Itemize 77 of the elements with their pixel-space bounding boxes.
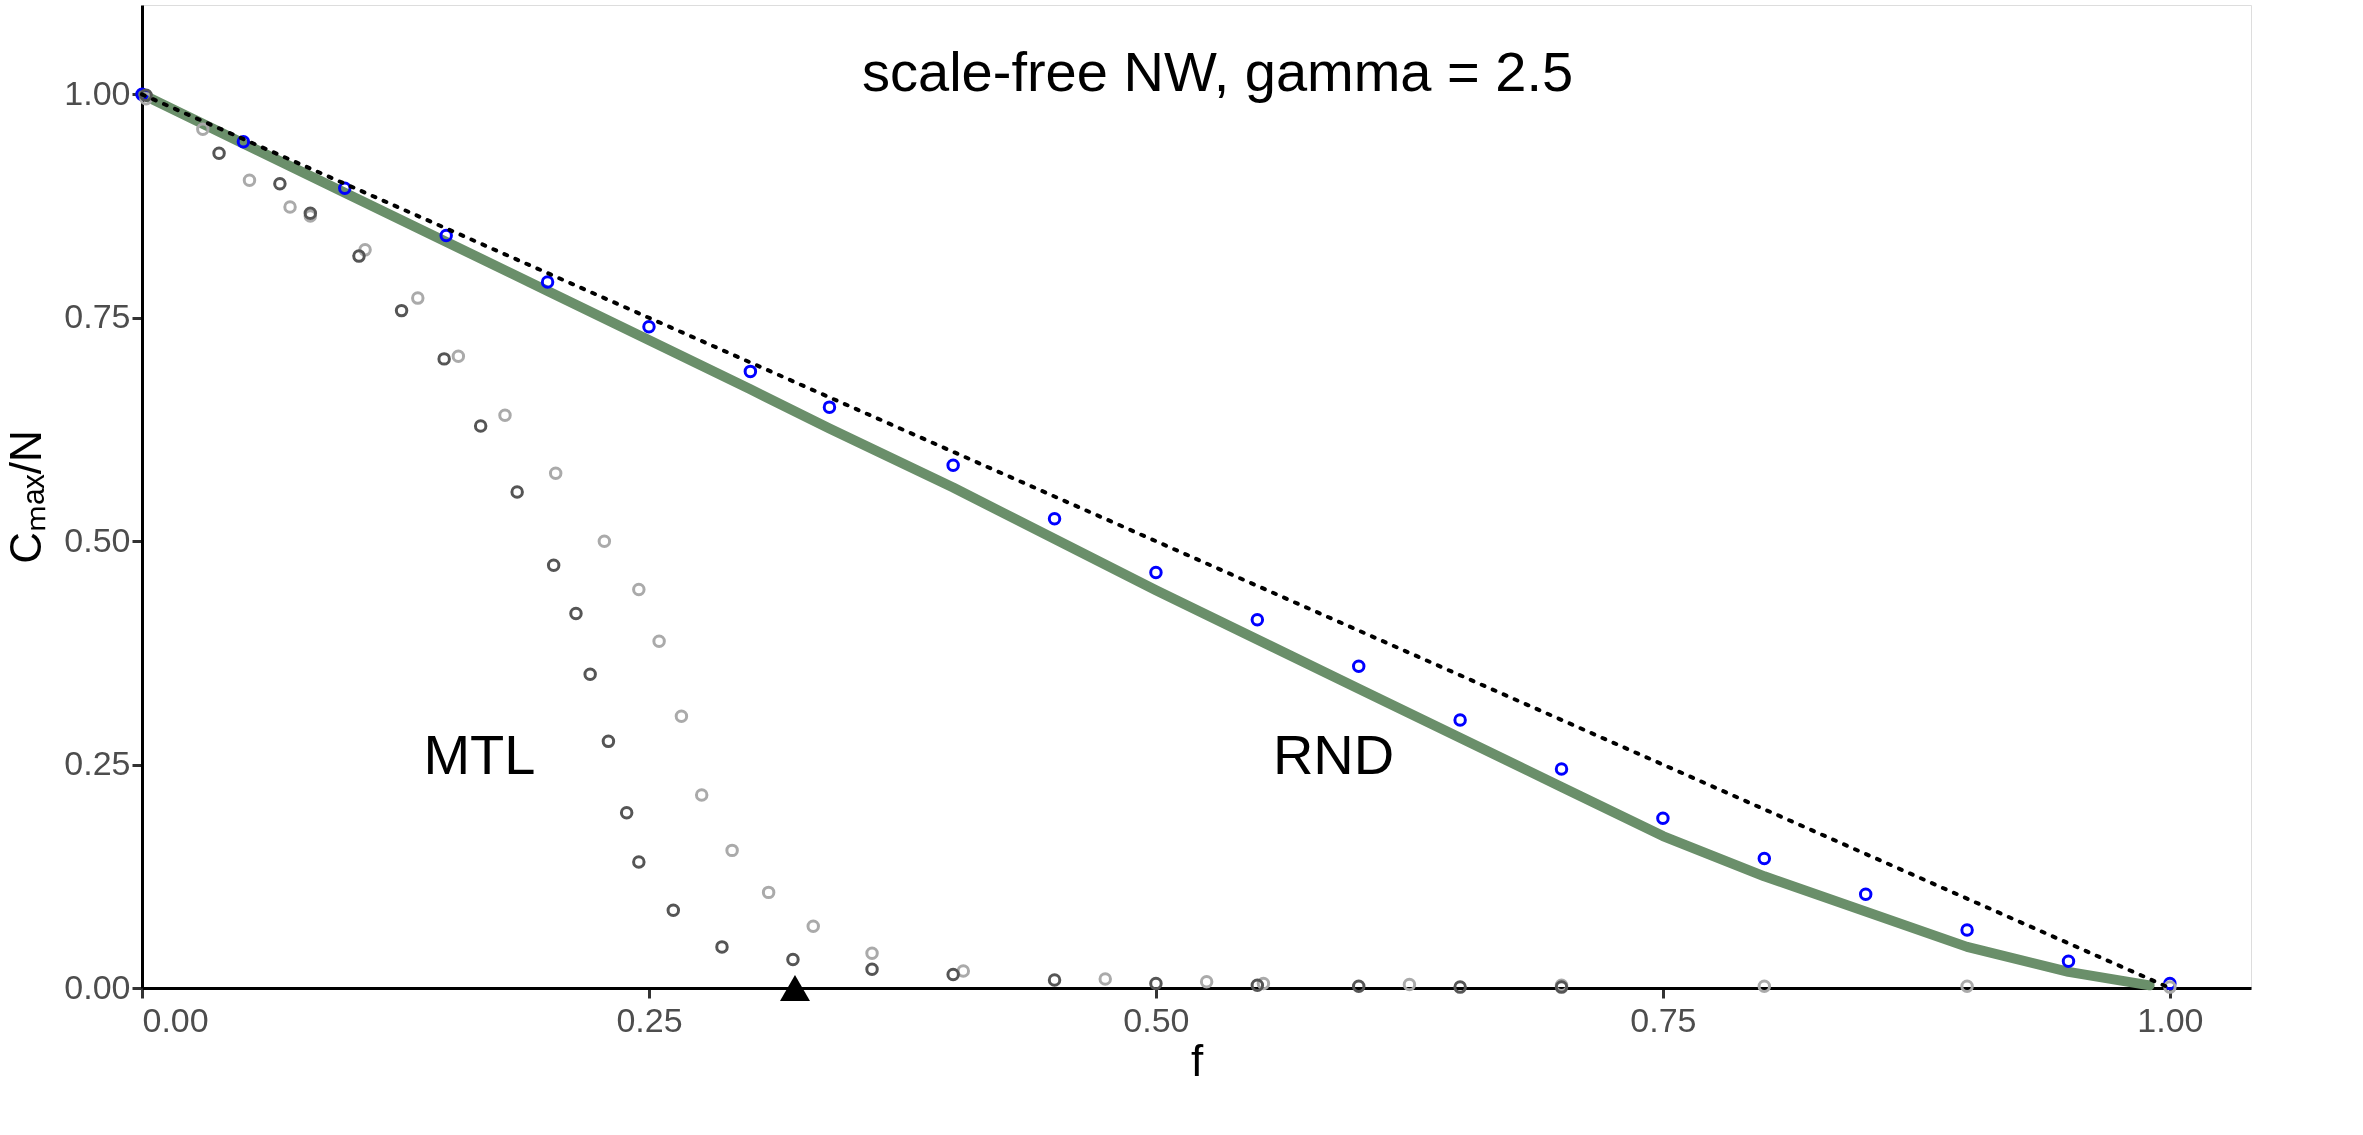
point	[666, 903, 681, 917]
point	[1098, 972, 1112, 986]
point	[652, 634, 666, 648]
point	[394, 303, 409, 318]
point	[1250, 613, 1265, 627]
y-tick-label: 0.25	[64, 744, 131, 783]
point	[451, 349, 466, 363]
point	[1402, 977, 1417, 992]
point	[411, 291, 425, 305]
point	[1453, 980, 1467, 994]
x-tick-label: 1.00	[2137, 1000, 2204, 1039]
point	[1453, 713, 1467, 727]
annotation: RND	[1272, 722, 1395, 786]
point	[806, 919, 820, 934]
point	[619, 806, 634, 820]
x-tick-label: 0.25	[616, 1000, 683, 1039]
point	[1757, 979, 1772, 993]
point	[822, 400, 837, 414]
y-tick-label: 1.00	[64, 73, 131, 112]
point	[725, 843, 739, 858]
point	[1047, 973, 1062, 987]
point	[352, 249, 366, 263]
point	[212, 146, 226, 161]
text: scale-free NW, gamma = 2.5	[862, 39, 1574, 103]
point	[1149, 565, 1163, 580]
y-tick-label: 0.00	[64, 967, 131, 1006]
point	[2061, 954, 2076, 968]
point	[1351, 659, 1366, 674]
point	[510, 485, 524, 499]
x-tick-label: 0.00	[142, 1000, 209, 1039]
point	[1554, 762, 1569, 776]
point	[694, 788, 709, 802]
point	[761, 885, 776, 900]
point	[242, 173, 257, 187]
point	[865, 946, 879, 960]
point	[1351, 979, 1366, 993]
point	[196, 122, 210, 136]
point	[779, 975, 810, 1001]
point	[786, 952, 800, 967]
point	[674, 709, 689, 724]
y-tick-label: 0.50	[64, 520, 131, 559]
point	[283, 200, 297, 214]
point	[439, 228, 453, 243]
point	[946, 458, 960, 472]
point	[1858, 887, 1873, 901]
point	[946, 967, 960, 982]
x-tick-label: 0.75	[1630, 1000, 1697, 1039]
point	[1656, 811, 1670, 825]
point	[601, 734, 616, 749]
point	[1149, 976, 1163, 991]
point	[1960, 923, 1974, 937]
point	[632, 582, 646, 597]
point	[498, 408, 512, 422]
point	[569, 606, 583, 621]
point	[743, 364, 758, 379]
y-tick-label: 0.75	[64, 297, 131, 336]
point	[642, 319, 656, 334]
point	[437, 352, 451, 366]
y-axis-title: Cₘₐₓ/N	[1, 430, 51, 564]
point	[1047, 512, 1062, 526]
point	[1960, 979, 1974, 993]
point	[473, 419, 488, 433]
point	[715, 940, 729, 954]
point	[548, 466, 563, 480]
point	[1250, 978, 1265, 993]
point	[273, 176, 287, 191]
point	[583, 667, 597, 682]
point	[632, 855, 646, 869]
annotation: MTL	[423, 722, 536, 786]
point	[1199, 975, 1214, 989]
point	[540, 275, 555, 289]
x-tick-label: 0.50	[1123, 1000, 1190, 1039]
x-axis-title: f	[1190, 1035, 1204, 1085]
point	[865, 962, 879, 976]
point	[546, 558, 561, 573]
point	[1757, 851, 1772, 866]
point	[597, 534, 612, 548]
